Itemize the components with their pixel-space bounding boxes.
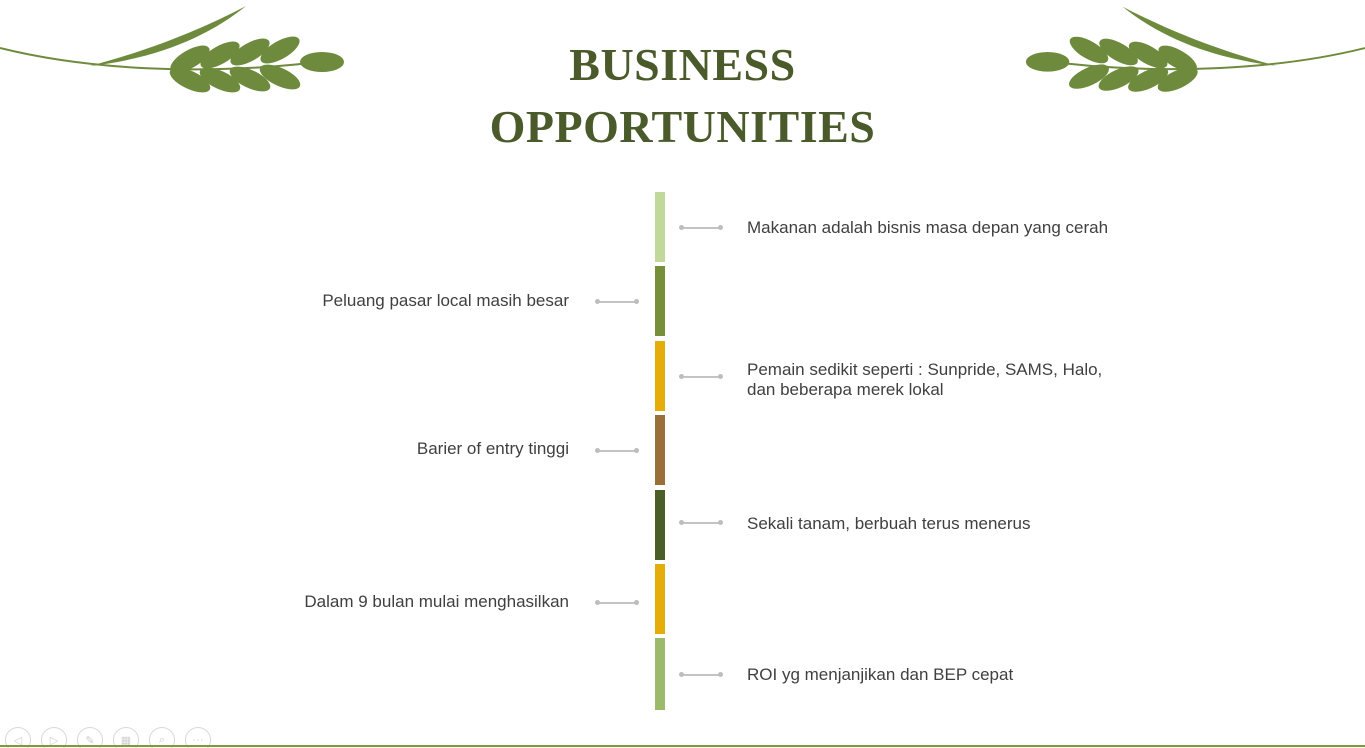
timeline-item-7: ROI yg menjanjikan dan BEP cepat (747, 665, 1014, 684)
timeline-segment-4 (655, 415, 665, 485)
title-line-2: OPPORTUNITIES (489, 101, 876, 152)
timeline-item-2: Peluang pasar local masih besar (322, 291, 569, 310)
slideshow-controls: ◁ ▷ ✎ ▦ ⌕ ··· (5, 727, 211, 748)
timeline-segment-2 (655, 266, 665, 336)
timeline-item-3: Pemain sedikit seperti : Sunpride, SAMS,… (747, 360, 1103, 399)
connector-1 (679, 225, 723, 230)
connector-2 (595, 299, 639, 304)
slides-icon[interactable]: ▦ (113, 727, 139, 748)
timeline-segment-1 (655, 192, 665, 262)
timeline-segment-7 (655, 638, 665, 710)
wheat-left-decoration (0, 6, 344, 93)
bottom-divider (0, 745, 1365, 747)
timeline-segment-6 (655, 564, 665, 634)
connector-7 (679, 672, 723, 677)
connector-5 (679, 520, 723, 525)
next-icon[interactable]: ▷ (41, 727, 67, 748)
connector-6 (595, 600, 639, 605)
timeline-segment-5 (655, 490, 665, 560)
wheat-right-decoration (1025, 6, 1365, 92)
title-line-1: BUSINESS (569, 39, 796, 90)
timeline-item-6: Dalam 9 bulan mulai menghasilkan (304, 592, 569, 611)
timeline-item-1: Makanan adalah bisnis masa depan yang ce… (747, 218, 1109, 237)
more-icon[interactable]: ··· (185, 727, 211, 748)
timeline-item-4: Barier of entry tinggi (416, 439, 569, 458)
pen-icon[interactable]: ✎ (77, 727, 103, 748)
timeline-segment-3 (655, 341, 665, 411)
timeline-item-5: Sekali tanam, berbuah terus menerus (747, 514, 1031, 533)
previous-icon[interactable]: ◁ (5, 727, 31, 748)
zoom-icon[interactable]: ⌕ (149, 727, 175, 748)
connector-4 (595, 448, 639, 453)
connector-3 (679, 374, 723, 379)
slide-title: BUSINESS OPPORTUNITIES (0, 34, 1365, 158)
